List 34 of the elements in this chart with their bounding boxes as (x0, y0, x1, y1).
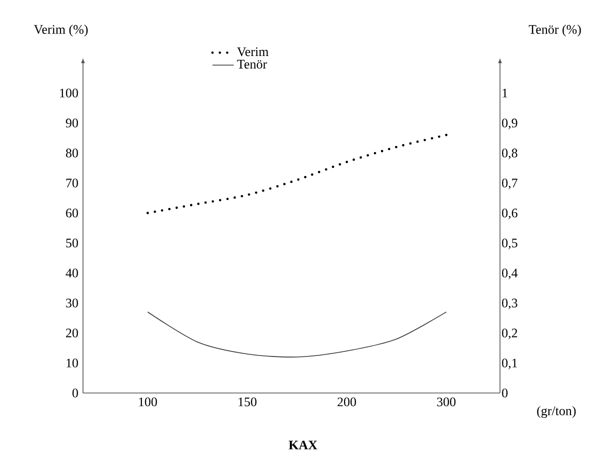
y2-tick-label: 0,6 (502, 208, 518, 220)
x-tick-label: 200 (338, 398, 356, 406)
y-tick-label: 0 (72, 388, 78, 398)
y-tick-label: 20 (66, 328, 78, 338)
y-tick-label: 100 (60, 88, 78, 98)
y2-tick-label: 0,8 (502, 148, 518, 160)
y-tick-label: 70 (66, 178, 78, 188)
x-tick-label: 150 (238, 398, 256, 406)
y-tick-label: 10 (66, 358, 78, 368)
y2-tick-label: 0,7 (502, 178, 518, 190)
y2-tick-label: 0,9 (502, 118, 518, 130)
y2-tick-label: 0 (502, 388, 508, 398)
y2-tick-label: 0,2 (502, 328, 518, 340)
y-tick-label: 30 (66, 298, 78, 308)
y2-tick-label: 1 (502, 88, 508, 98)
y-tick-label: 50 (66, 238, 78, 248)
x-tick-label: 100 (139, 398, 157, 406)
y-tick-label: 40 (66, 268, 78, 278)
x-tick-label: 300 (437, 398, 456, 406)
y-tick-label: 90 (66, 118, 78, 128)
y2-tick-label: 0,3 (502, 298, 518, 310)
x-axis-title: (gr/ton) (537, 406, 576, 418)
y2-tick-label: 0,5 (502, 238, 518, 250)
y-tick-label: 60 (66, 208, 78, 218)
legend-label: Tenör (237, 60, 267, 69)
legend-label: Verim (237, 47, 269, 56)
line-series (147, 312, 447, 358)
text: KAX (288, 440, 318, 450)
y2-tick-label: 0,4 (502, 268, 518, 280)
y2-axis-title: Tenör (%) (528, 24, 581, 36)
y-axis-title: Verim (%) (34, 24, 88, 36)
y2-tick-label: 0,1 (502, 358, 518, 370)
y-tick-label: 80 (66, 148, 78, 158)
line-series (146, 134, 448, 214)
